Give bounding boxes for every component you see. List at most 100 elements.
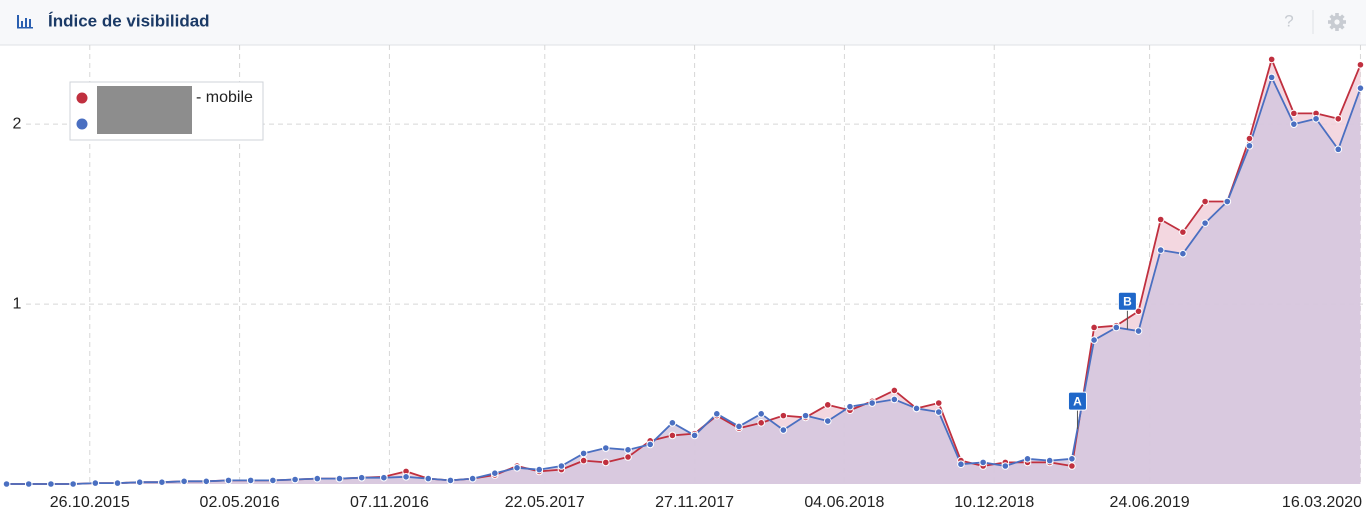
chart-icon [17,15,33,29]
data-point [1290,120,1298,128]
annotation-marker [1117,291,1137,311]
x-tick-label: 02.05.2016 [200,494,280,511]
x-tick-label: 07.11.2016 [350,494,429,511]
data-point [291,475,299,484]
x-tick-label: 26.10.2015 [50,494,130,511]
data-point [1245,141,1254,150]
settings-button[interactable] [1328,13,1346,31]
data-point [757,419,765,427]
data-point [779,411,788,420]
data-point [1201,219,1209,227]
data-point [1179,228,1187,236]
data-point [624,446,632,454]
data-point [957,460,965,469]
data-point [1223,197,1232,206]
data-point [180,477,188,486]
x-tick-label: 27.11.2017 [655,494,734,511]
chart-title: Índice de visibilidad [48,11,210,30]
data-point [1156,246,1165,254]
data-point [158,478,166,487]
x-tick-label: 10.12.2018 [954,494,1034,511]
redacted-name [97,86,192,134]
data-point [380,473,388,482]
data-point [313,474,322,483]
legend-marker [76,92,88,104]
data-point [69,480,77,488]
data-point [1134,327,1143,335]
data-point [1334,145,1343,154]
data-point [823,417,832,425]
data-point [602,444,610,452]
data-point [446,476,455,485]
data-point [1290,109,1298,118]
x-tick-label: 22.05.2017 [505,494,585,511]
data-point [335,474,344,483]
data-point [579,449,588,458]
data-point [1001,462,1010,470]
data-point [846,402,854,411]
data-point [1267,55,1276,64]
data-point [646,440,655,449]
data-point [269,476,277,485]
data-point [1090,323,1098,332]
data-point [1023,455,1032,463]
y-tick-label: 2 [13,115,22,132]
data-point [735,422,743,431]
data-point [1156,215,1165,224]
data-point [602,458,610,467]
data-point [757,410,765,418]
x-tick-label: 04.06.2018 [804,494,884,511]
series-area [6,77,1361,484]
data-point [1134,307,1143,316]
legend-label: - mobile [196,89,253,106]
data-point [1267,73,1276,82]
data-point [113,479,122,487]
data-point [712,410,721,418]
legend: - mobile [69,81,264,141]
data-point [224,476,233,485]
data-point [868,399,876,407]
data-point [1090,336,1098,344]
data-point [1356,84,1365,92]
data-point [668,419,677,427]
plot-area: 1 2 26.10.2015 02.05.2016 07.11.2016 22.05.20… [2,45,1366,511]
data-point [801,411,810,420]
annotation-label: B [1123,294,1132,308]
annotation-marker [1067,391,1087,411]
data-point [690,431,699,440]
data-point [1201,197,1209,206]
annotation-label: A [1073,394,1082,408]
data-point [557,462,566,470]
x-tick-label: 24.06.2019 [1110,494,1190,511]
data-point [890,386,899,395]
data-point [1312,114,1320,123]
data-point [1045,456,1054,465]
data-point [91,479,100,487]
data-point [535,465,544,474]
data-point [979,458,987,467]
data-point [357,473,366,482]
data-point [934,408,943,416]
data-point [912,404,921,413]
data-point [47,480,55,488]
legend-marker [76,118,88,130]
data-point [779,426,788,434]
data-point [823,401,832,409]
help-button[interactable]: ? [1284,11,1293,30]
data-point [24,480,33,488]
data-point [1334,114,1343,123]
x-tick-label: 16.03.2020 [1282,494,1362,511]
data-point [668,431,677,440]
data-point [624,453,632,461]
data-point [934,399,943,407]
data-point [890,395,899,404]
data-point [1068,455,1076,463]
data-point [202,477,211,486]
header-bar [0,0,1366,45]
data-point [579,456,588,465]
data-point [1179,249,1187,258]
data-point [1356,60,1365,69]
data-point [246,476,255,485]
